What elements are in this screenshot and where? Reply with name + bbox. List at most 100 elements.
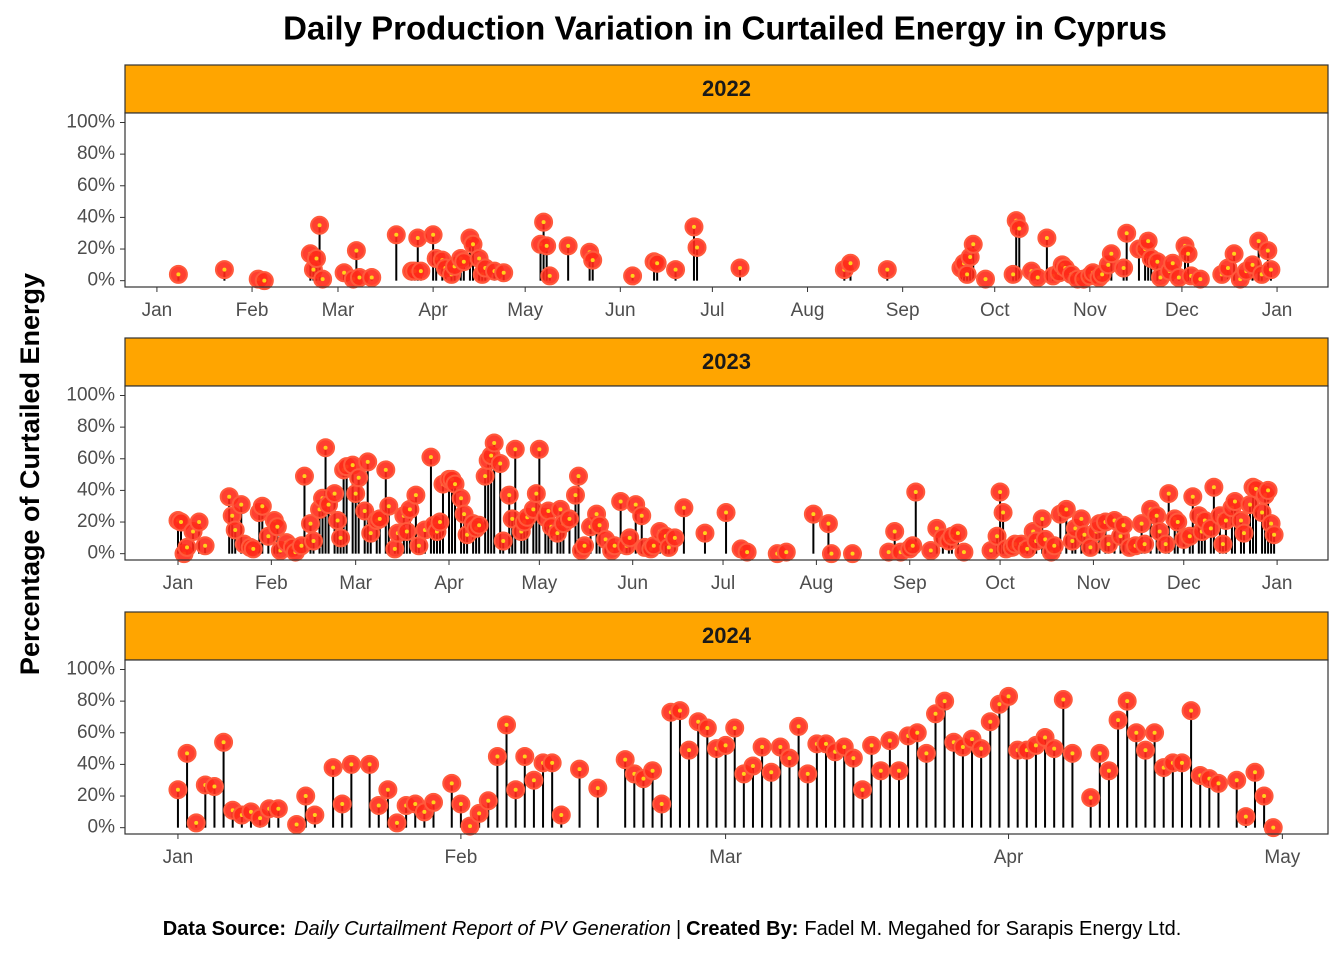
point-center (1073, 526, 1078, 531)
point-center (998, 489, 1003, 494)
point-center (1269, 521, 1274, 526)
point-center (176, 272, 181, 277)
point-center (724, 510, 729, 515)
point-center (1097, 751, 1102, 756)
point-center (1106, 768, 1111, 773)
point-center (376, 803, 381, 808)
point-center (1223, 518, 1228, 523)
x-tick-label: May (521, 573, 557, 594)
y-tick-label: 60% (77, 448, 115, 469)
point-center (1064, 507, 1069, 512)
point-center (1088, 545, 1093, 550)
point-center (258, 816, 263, 821)
point-center (453, 482, 458, 487)
point-center (705, 726, 710, 731)
point-center (1176, 275, 1181, 280)
point-center (486, 798, 491, 803)
point-center (357, 275, 362, 280)
point-center (465, 532, 470, 537)
point-center (567, 516, 572, 521)
point-center (203, 543, 208, 548)
point-center (1234, 778, 1239, 783)
point-center (477, 523, 482, 528)
point-center (1211, 485, 1216, 490)
point-center (1216, 781, 1221, 786)
point-center (673, 267, 678, 272)
point-center (666, 545, 671, 550)
point-center (961, 550, 966, 555)
point-center (385, 787, 390, 792)
point-center (995, 534, 1000, 539)
point-center (367, 762, 372, 767)
point-center (970, 737, 975, 742)
point-center (1248, 502, 1253, 507)
point-center (1044, 235, 1049, 240)
x-tick-label: Oct (980, 300, 1010, 321)
point-center (299, 543, 304, 548)
point-center (1139, 521, 1144, 526)
point-center (179, 520, 184, 525)
point-center (594, 512, 599, 517)
point-center (1158, 275, 1163, 280)
point-center (471, 242, 476, 247)
point-center (651, 543, 656, 548)
point-center (1232, 251, 1237, 256)
point-center (331, 765, 336, 770)
point-center (1040, 516, 1045, 521)
plot-area (168, 686, 1283, 838)
point-center (413, 493, 418, 498)
y-tick-label: 80% (77, 690, 115, 711)
chart-title: Daily Production Variation in Curtailed … (283, 10, 1167, 47)
point-center (892, 529, 897, 534)
point-center (1268, 267, 1273, 272)
point-center (437, 520, 442, 525)
point-center (531, 507, 536, 512)
point-center (537, 447, 542, 452)
point-center (805, 771, 810, 776)
point-center (659, 801, 664, 806)
point-center (633, 502, 638, 507)
point-center (1170, 261, 1175, 266)
point-center (989, 548, 994, 553)
point-center (965, 272, 970, 277)
x-tick-label: Apr (434, 573, 464, 594)
point-center (461, 259, 466, 264)
y-tick-label: 100% (66, 385, 115, 406)
point-center (1106, 542, 1111, 547)
point-center (968, 254, 973, 259)
point-center (597, 523, 602, 528)
point-center (1116, 718, 1121, 723)
point-center (1250, 262, 1255, 267)
point-center (860, 787, 865, 792)
point-center (1271, 825, 1276, 830)
point-center (851, 756, 856, 761)
point-center (483, 474, 488, 479)
y-tick-label: 0% (88, 543, 116, 564)
point-center (1011, 272, 1016, 277)
point-center (869, 743, 874, 748)
point-center (738, 266, 743, 271)
point-center (559, 813, 564, 818)
caption-separator: | (675, 918, 682, 940)
x-tick-label: Sep (893, 573, 927, 594)
point-center (1061, 697, 1066, 702)
point-center (1088, 795, 1093, 800)
point-center (558, 507, 563, 512)
point-center (251, 546, 256, 551)
point-center (276, 806, 281, 811)
point-center (1082, 532, 1087, 537)
point-center (566, 243, 571, 248)
x-tick-label: Jan (1262, 300, 1293, 321)
point-center (394, 232, 399, 237)
x-tick-label: Aug (791, 300, 825, 321)
point-center (1100, 272, 1105, 277)
point-center (541, 220, 546, 225)
point-center (1146, 239, 1151, 244)
x-tick-label: Jan (1262, 573, 1293, 594)
x-tick-label: Nov (1073, 300, 1107, 321)
point-center (495, 754, 500, 759)
point-center (418, 269, 423, 274)
point-center (212, 784, 217, 789)
point-center (175, 787, 180, 792)
point-center (1254, 486, 1259, 491)
